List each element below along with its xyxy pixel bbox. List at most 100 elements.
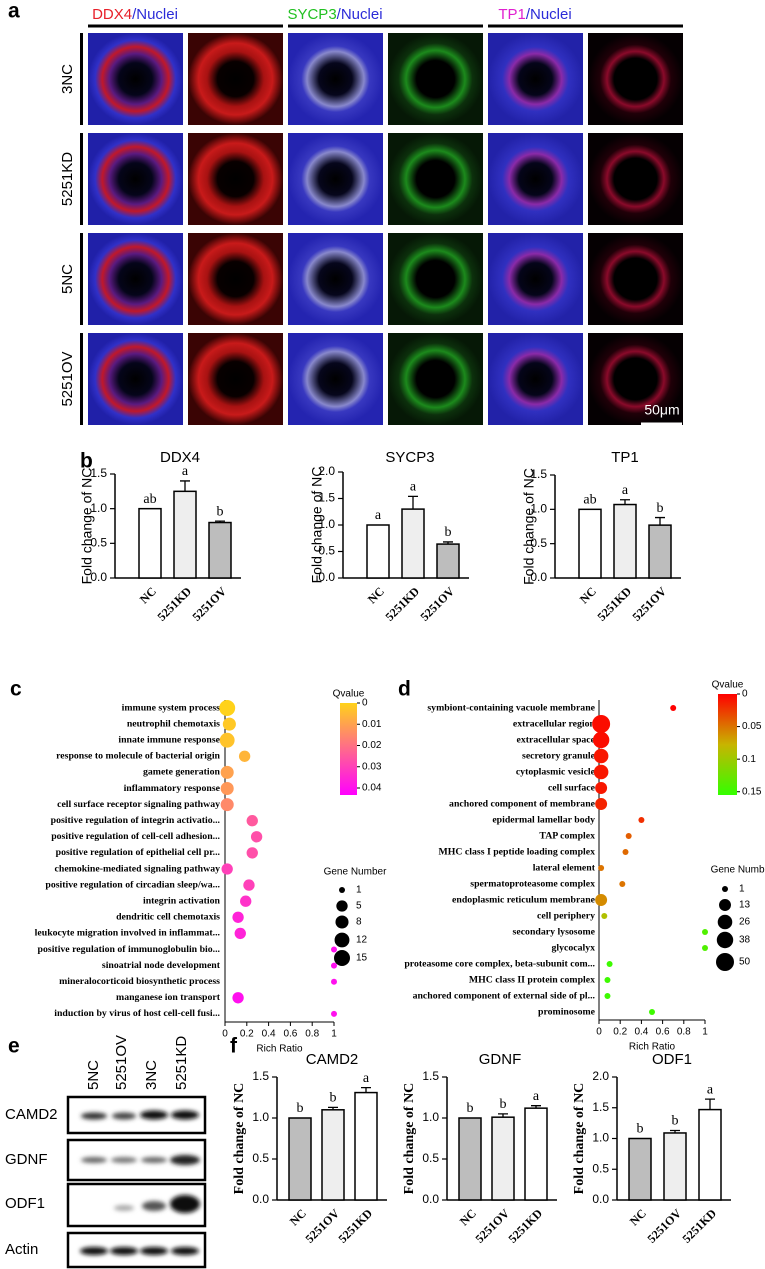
term-label: positive regulation of cell-cell adhesio…: [51, 831, 220, 842]
size-legend-label: 50: [739, 957, 751, 968]
term-label: extracellular space: [517, 734, 596, 745]
y-tick-label: 1.0: [318, 517, 335, 531]
error-bar: [180, 480, 190, 492]
size-legend-dot: [335, 915, 349, 929]
bubble: [331, 978, 337, 985]
x-tick-label: 0.8: [677, 1027, 691, 1038]
x-tick-label: 0.4: [262, 1029, 276, 1040]
bubble: [222, 717, 236, 731]
y-tick-label: 0.0: [90, 570, 107, 584]
y-tick-label: 1.0: [530, 502, 547, 516]
micrograph: [488, 133, 583, 225]
y-tick-label: 1.5: [530, 467, 547, 481]
error-bar: [655, 516, 665, 526]
size-legend-dot: [722, 886, 728, 892]
x-tick-label: NC: [365, 584, 387, 606]
error-bar: [620, 499, 630, 505]
band: [114, 1205, 134, 1211]
micrograph: [188, 133, 283, 225]
error-bar: [408, 495, 418, 510]
band: [111, 1157, 137, 1163]
significance-label: b: [500, 1097, 507, 1112]
significance-label: b: [657, 501, 664, 516]
bubble: [595, 894, 608, 906]
bar: [491, 1116, 515, 1201]
bubble: [670, 705, 677, 711]
y-tick-label: 0.0: [592, 1192, 609, 1206]
lane-label: 5251OV: [113, 1035, 130, 1090]
micrograph: [488, 333, 583, 425]
term-label: proteasome core complex, beta-subunit co…: [404, 958, 595, 969]
micrograph: [188, 33, 283, 125]
y-tick-label: 0.5: [318, 544, 335, 558]
blot-lanes: 5NC 5251OV 3NC 5251KD: [85, 1035, 190, 1090]
significance-label: a: [533, 1089, 540, 1104]
bar: [524, 1107, 548, 1201]
y-axis-label: Fold change of NC: [402, 1083, 417, 1195]
micrograph: [288, 233, 383, 325]
colorbar-title: Qvalue: [333, 689, 365, 700]
micrograph: [88, 233, 183, 325]
y-axis-label: Fold change of NC: [572, 1083, 587, 1195]
counterstain: /Nuclei: [337, 6, 383, 23]
bar-chart: ODF1 Fold change of NC 0.0 0.5 1.0 1.5 2.0 b NC b…: [572, 1051, 731, 1246]
x-tick-label: NC: [287, 1206, 309, 1228]
bubble: [702, 945, 708, 951]
micrograph: [588, 33, 683, 125]
row-label: 5NC: [59, 264, 76, 294]
y-tick-label: 1.0: [90, 501, 107, 515]
x-tick-label: 5251OV: [302, 1206, 342, 1246]
bar-chart: TP1 Fold change of NC0.0 0.5 1.0 1.5 ab NC a 525…: [521, 449, 681, 624]
error-bar: [443, 541, 453, 545]
x-tick-label: 5251KD: [594, 584, 634, 624]
blot-row-label: GDNF: [5, 1151, 48, 1168]
x-tick-label: 0.2: [613, 1027, 627, 1038]
micrograph: [288, 33, 383, 125]
significance-label: ab: [583, 493, 596, 508]
term-label: mineralocorticoid biosynthetic process: [59, 976, 220, 987]
y-tick-label: 0.5: [252, 1151, 269, 1165]
x-tick-label: 5251KD: [154, 584, 194, 624]
bubble: [246, 847, 258, 859]
y-tick-label: 0.5: [592, 1161, 609, 1175]
panel-label: b: [80, 450, 93, 473]
micrograph: [588, 133, 683, 225]
bar: [613, 503, 637, 579]
micrograph: [588, 233, 683, 325]
size-legend-label: 1: [739, 884, 745, 895]
bubble: [234, 927, 246, 940]
y-axis-label: Fold change of NC: [309, 467, 325, 584]
colorbar-tick-label: 0.03: [362, 761, 382, 772]
term-label: gamete generation: [143, 767, 221, 778]
y-axis-label: Fold change of NC: [232, 1083, 247, 1195]
bubble: [219, 700, 236, 716]
stain-header: DDX4/Nuclei: [92, 6, 178, 23]
term-label: cell surface receptor signaling pathway: [57, 799, 220, 810]
micrograph: [488, 233, 583, 325]
band: [81, 1112, 107, 1120]
significance-label: b: [445, 525, 452, 540]
term-label: leukocyte migration involved in inflamma…: [35, 928, 221, 939]
row-label: 3NC: [59, 64, 76, 94]
row-rule: [80, 333, 83, 425]
chart-title: TP1: [611, 449, 639, 466]
significance-label: b: [297, 1101, 304, 1116]
size-legend-title: Gene Number: [711, 865, 765, 876]
y-tick-label: 0.0: [530, 570, 547, 584]
term-label: positive regulation of circadian sleep/w…: [45, 879, 220, 890]
bar: [138, 507, 162, 579]
colorbar-tick-label: 0.04: [362, 783, 382, 794]
bubble: [625, 833, 632, 839]
y-tick-label: 0.0: [318, 570, 335, 584]
term-label: inflammatory response: [124, 783, 221, 794]
bubble: [331, 962, 337, 969]
size-legend-label: 15: [356, 953, 368, 964]
micrograph: [88, 333, 183, 425]
size-legend-label: 38: [739, 935, 751, 946]
bubble: [220, 798, 234, 812]
micrograph: [288, 133, 383, 225]
band: [81, 1157, 107, 1163]
band: [141, 1157, 167, 1163]
panel-label: e: [8, 1035, 20, 1058]
x-tick-label: 0.6: [283, 1029, 297, 1040]
